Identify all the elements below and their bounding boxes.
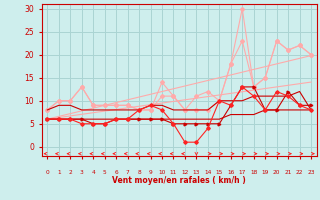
X-axis label: Vent moyen/en rafales ( km/h ): Vent moyen/en rafales ( km/h )	[112, 176, 246, 185]
